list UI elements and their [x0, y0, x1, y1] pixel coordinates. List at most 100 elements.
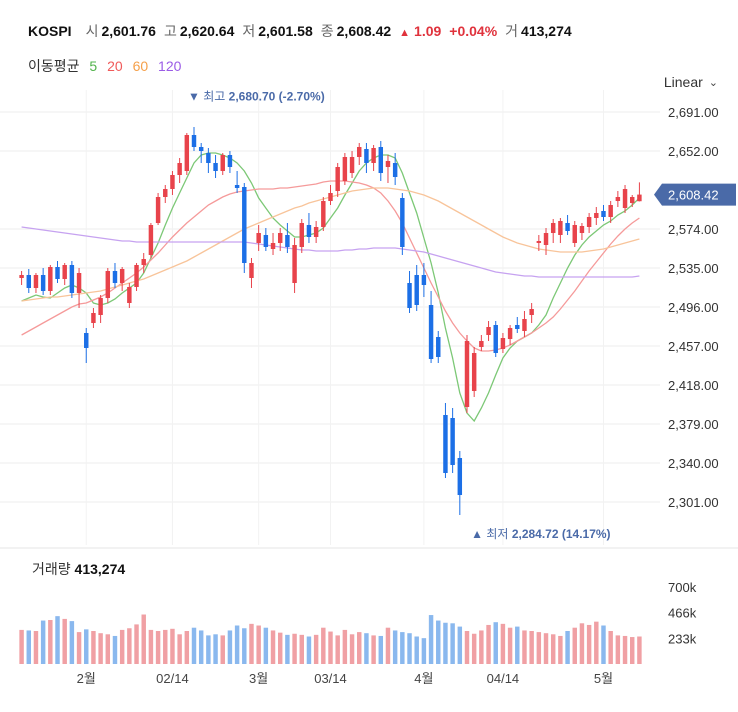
moving-average-legend[interactable]: 이동평균 5 20 60 120	[28, 56, 187, 76]
candle-body	[335, 167, 340, 191]
candle	[234, 171, 240, 193]
candle	[608, 201, 613, 223]
candle-body	[414, 275, 419, 305]
y-tick-label: 2,574.00	[668, 222, 719, 237]
candle-body	[357, 147, 362, 157]
candle	[558, 218, 563, 243]
ma5-legend[interactable]: 5	[89, 58, 98, 74]
low-label: 저	[242, 23, 256, 39]
min-annotation-label: ▲ 최저	[471, 527, 512, 541]
volume-bar	[177, 634, 182, 664]
x-tick-label: 4월	[414, 671, 433, 686]
candle	[586, 213, 592, 233]
candle-body	[127, 287, 132, 303]
candle	[91, 308, 96, 328]
candle-body	[213, 163, 218, 171]
candle-body	[421, 275, 427, 285]
max-annotation-label: ▼ 최고	[188, 89, 229, 103]
candle	[536, 235, 542, 251]
candle	[19, 271, 24, 285]
volume-bar	[450, 623, 455, 664]
candle-body	[515, 325, 520, 329]
close-label: 종	[320, 23, 334, 39]
volume-bar	[191, 627, 197, 664]
candle-body	[148, 225, 154, 255]
volume-bar	[414, 636, 419, 664]
close-value: 2,608.42	[336, 23, 392, 39]
high-value: 2,620.64	[179, 23, 235, 39]
ma120-legend[interactable]: 120	[158, 58, 182, 74]
volume-bar	[615, 635, 621, 664]
volume-bar	[608, 631, 613, 664]
last-price-value: 2,608.42	[668, 188, 719, 203]
volume-bar	[119, 629, 125, 664]
volume-bar	[163, 629, 168, 664]
candle	[127, 283, 132, 308]
volume-bar	[256, 625, 261, 664]
candle-body	[464, 341, 470, 407]
candle	[515, 317, 520, 333]
candle-body	[134, 265, 139, 287]
candle-body	[177, 163, 182, 175]
candle-body	[529, 309, 534, 315]
ma20-legend[interactable]: 20	[107, 58, 123, 74]
candle-body	[270, 243, 276, 249]
candle	[155, 193, 161, 225]
candle-body	[522, 319, 527, 331]
candle-body	[48, 267, 53, 291]
candle	[407, 271, 412, 313]
volume-bar	[622, 635, 628, 664]
volume-bar	[127, 628, 132, 664]
candle	[40, 268, 46, 295]
candle	[479, 335, 484, 351]
volume-bar	[335, 635, 340, 664]
candle-body	[141, 259, 146, 265]
candle-body	[220, 155, 225, 171]
candle-body	[500, 338, 506, 349]
candle	[256, 225, 261, 251]
candle	[378, 141, 384, 181]
candle-body	[436, 337, 441, 357]
high-label: 고	[163, 23, 177, 39]
candle	[392, 153, 398, 185]
candle-body	[400, 198, 405, 247]
scale-mode-label: Linear	[663, 74, 703, 90]
ma60-legend[interactable]: 60	[132, 58, 149, 74]
volume-bar	[184, 631, 190, 664]
candle-body	[507, 328, 513, 339]
candle	[622, 185, 628, 213]
candle	[629, 195, 635, 207]
candle	[493, 321, 498, 357]
y-tick-label: 2,535.00	[668, 261, 719, 276]
volume-bar	[270, 630, 276, 664]
last-price-marker	[654, 183, 736, 206]
candle-body	[191, 135, 197, 147]
y-axis: 2,691.00 2,652.00 2,574.00 2,535.00 2,496.00…	[668, 105, 719, 510]
volume-label: 거	[505, 23, 519, 39]
candle-body	[234, 185, 240, 188]
x-tick-label: 04/14	[487, 671, 520, 686]
candle-body	[277, 233, 283, 243]
candle	[486, 321, 491, 341]
volume-bar	[349, 634, 355, 664]
candle	[342, 153, 348, 185]
candle	[227, 151, 233, 173]
candle	[594, 207, 599, 225]
volume-bar	[486, 624, 491, 664]
scale-mode-toggle[interactable]: Linear ⌄	[664, 74, 718, 90]
candle	[299, 219, 304, 253]
volume-bar	[62, 618, 67, 664]
candle	[48, 265, 53, 295]
volume-bars	[19, 614, 642, 664]
y-tick-label: 2,457.00	[668, 339, 719, 354]
candle	[55, 261, 60, 283]
candle	[328, 185, 333, 205]
candle	[450, 408, 455, 473]
volume-bar	[637, 636, 642, 664]
candle	[105, 268, 111, 303]
candle	[62, 263, 67, 285]
candle-body	[40, 275, 46, 291]
candle	[428, 291, 434, 363]
last-price-badge: 2,608.42	[654, 183, 736, 206]
